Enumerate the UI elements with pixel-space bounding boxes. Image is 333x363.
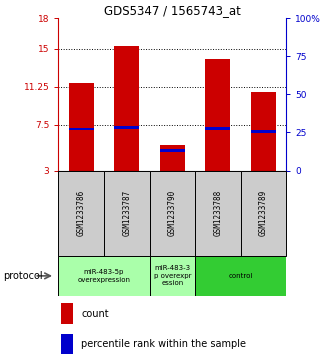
Text: GSM1233789: GSM1233789	[259, 190, 268, 236]
FancyBboxPatch shape	[195, 256, 286, 296]
Text: GSM1233790: GSM1233790	[168, 190, 177, 236]
FancyBboxPatch shape	[150, 171, 195, 256]
FancyBboxPatch shape	[150, 256, 195, 296]
Bar	[160, 149, 185, 152]
Title: GDS5347 / 1565743_at: GDS5347 / 1565743_at	[104, 4, 241, 17]
Bar	[114, 126, 139, 129]
Text: count: count	[81, 309, 109, 319]
Bar	[160, 145, 185, 171]
Text: protocol: protocol	[3, 271, 43, 281]
Bar	[251, 92, 276, 171]
Text: control: control	[228, 273, 253, 279]
Text: percentile rank within the sample: percentile rank within the sample	[81, 339, 246, 349]
Bar	[69, 127, 94, 130]
FancyBboxPatch shape	[58, 171, 104, 256]
Bar	[69, 83, 94, 171]
Bar	[251, 130, 276, 133]
Text: miR-483-3
p overexpr
ession: miR-483-3 p overexpr ession	[154, 265, 191, 286]
Bar	[205, 127, 230, 130]
Bar	[114, 46, 139, 171]
FancyBboxPatch shape	[104, 171, 150, 256]
Text: miR-483-5p
overexpression: miR-483-5p overexpression	[77, 269, 131, 283]
FancyBboxPatch shape	[241, 171, 286, 256]
Bar	[61, 303, 73, 324]
Text: GSM1233788: GSM1233788	[213, 190, 222, 236]
FancyBboxPatch shape	[58, 256, 150, 296]
Text: GSM1233786: GSM1233786	[77, 190, 86, 236]
Bar	[61, 334, 73, 354]
FancyBboxPatch shape	[195, 171, 241, 256]
Text: GSM1233787: GSM1233787	[122, 190, 131, 236]
Bar	[205, 59, 230, 171]
